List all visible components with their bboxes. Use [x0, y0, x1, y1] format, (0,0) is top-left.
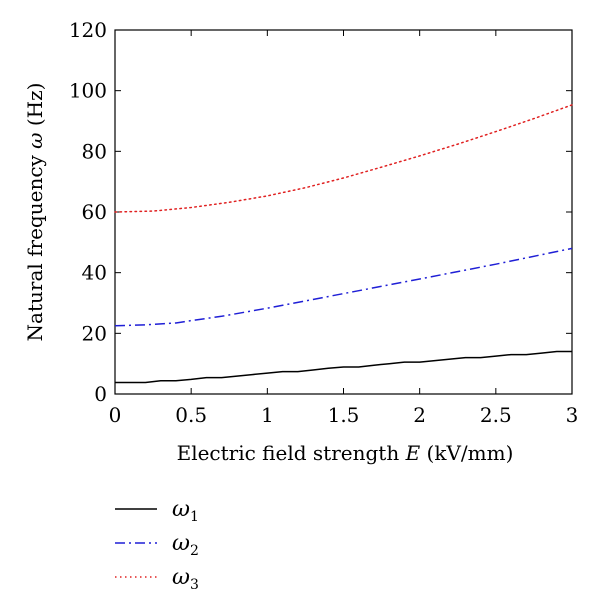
x-tick-label: 3: [566, 403, 579, 427]
x-tick-label: 1.5: [328, 403, 360, 427]
y-tick-label: 0: [94, 382, 107, 406]
y-axis-title: Natural frequency ω (Hz): [23, 83, 47, 342]
y-tick-label: 60: [82, 200, 107, 224]
series-lines: [114, 104, 573, 384]
x-tick-label: 0: [109, 403, 122, 427]
x-tick-label: 2.5: [480, 403, 512, 427]
series-line-ω1: [115, 350, 572, 384]
axis-ticks: [114, 29, 573, 395]
y-tick-label: 40: [82, 261, 107, 285]
x-tick-label: 2: [413, 403, 426, 427]
legend-label-ω3: ω3: [172, 565, 199, 593]
x-tick-label: 1: [261, 403, 274, 427]
x-tick-label: 0.5: [175, 403, 207, 427]
y-tick-label: 120: [69, 18, 107, 42]
legend-label-ω1: ω1: [172, 497, 199, 525]
legend-label-ω2: ω2: [172, 531, 199, 559]
tick-labels: 0 0.5 1 1.5 2 2.5 3 0 20 40 60 80 100 120: [69, 18, 579, 427]
y-tick-label: 80: [82, 139, 107, 163]
series-line-ω3: [114, 104, 573, 213]
x-axis-title: Electric field strength E (kV/mm): [177, 441, 514, 465]
series-line-ω2: [114, 247, 573, 327]
y-tick-label: 20: [82, 321, 107, 345]
plot-frame: [114, 29, 573, 395]
legend: ω1 ω2 ω3: [115, 497, 199, 593]
y-tick-label: 100: [69, 79, 107, 103]
